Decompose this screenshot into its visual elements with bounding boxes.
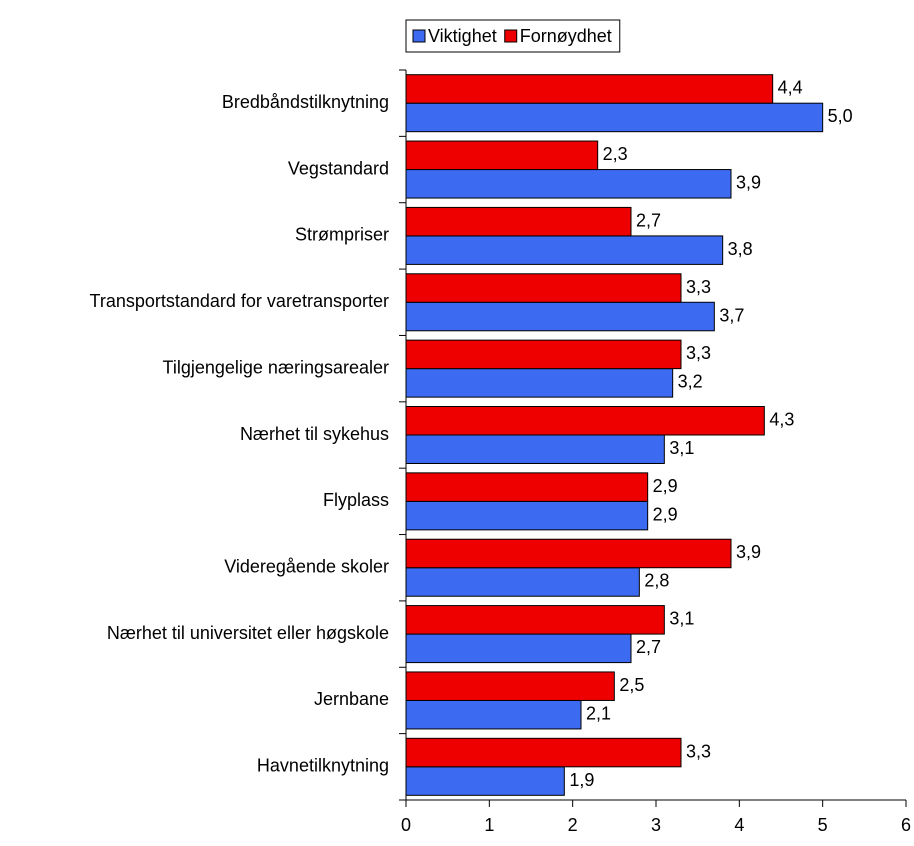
x-tick-label: 0 bbox=[401, 815, 411, 835]
value-label: 2,5 bbox=[619, 675, 644, 695]
category-label: Videregående skoler bbox=[224, 556, 389, 576]
x-tick-label: 3 bbox=[651, 815, 661, 835]
category-label: Strømpriser bbox=[295, 225, 389, 245]
value-label: 4,4 bbox=[778, 78, 803, 98]
value-label: 3,9 bbox=[736, 542, 761, 562]
bar bbox=[405, 434, 665, 464]
x-tick-label: 5 bbox=[818, 815, 828, 835]
bar bbox=[405, 339, 682, 370]
value-label: 1,9 bbox=[569, 770, 594, 790]
bar bbox=[405, 472, 649, 502]
bar bbox=[405, 605, 665, 635]
x-tick-label: 6 bbox=[901, 815, 911, 835]
value-label: 3,8 bbox=[728, 239, 753, 259]
value-label: 4,3 bbox=[769, 410, 794, 430]
category-label: Transportstandard for varetransporter bbox=[90, 291, 389, 311]
value-label: 3,3 bbox=[686, 343, 711, 363]
value-label: 5,0 bbox=[828, 106, 853, 126]
value-label: 2,3 bbox=[603, 144, 628, 164]
value-label: 3,2 bbox=[678, 372, 703, 392]
bar bbox=[405, 633, 632, 664]
category-label: Havnetilknytning bbox=[257, 756, 389, 776]
bar bbox=[405, 273, 682, 303]
bar bbox=[405, 301, 715, 332]
bar bbox=[405, 737, 682, 768]
bar bbox=[405, 699, 582, 730]
bar bbox=[405, 500, 649, 531]
value-label: 2,9 bbox=[653, 476, 678, 496]
bar bbox=[405, 538, 732, 569]
x-tick-label: 1 bbox=[484, 815, 494, 835]
legend-swatch bbox=[504, 29, 518, 43]
value-label: 2,9 bbox=[653, 504, 678, 524]
x-tick-label: 2 bbox=[568, 815, 578, 835]
category-label: Vegstandard bbox=[288, 158, 389, 178]
category-label: Flyplass bbox=[323, 490, 389, 510]
value-label: 2,7 bbox=[636, 637, 661, 657]
value-label: 3,3 bbox=[686, 741, 711, 761]
bar bbox=[405, 406, 765, 436]
category-label: Bredbåndstilknytning bbox=[222, 92, 389, 112]
bar bbox=[405, 766, 565, 796]
value-label: 2,8 bbox=[644, 571, 669, 591]
value-label: 3,7 bbox=[719, 305, 744, 325]
value-label: 2,1 bbox=[586, 703, 611, 723]
bar bbox=[405, 169, 732, 199]
bar bbox=[405, 235, 724, 265]
category-label: Tilgjengelige næringsarealer bbox=[163, 357, 389, 377]
x-tick-label: 4 bbox=[734, 815, 744, 835]
bar bbox=[405, 74, 774, 104]
legend-label: Fornøydhet bbox=[520, 26, 612, 46]
bar bbox=[405, 368, 674, 398]
value-label: 3,9 bbox=[736, 173, 761, 193]
legend-swatch bbox=[412, 29, 426, 43]
category-label: Nærhet til sykehus bbox=[240, 424, 389, 444]
value-label: 3,1 bbox=[669, 438, 694, 458]
bar bbox=[405, 102, 824, 133]
bar bbox=[405, 206, 632, 237]
category-label: Nærhet til universitet eller høgskole bbox=[107, 623, 389, 643]
value-label: 3,1 bbox=[669, 609, 694, 629]
value-label: 3,3 bbox=[686, 277, 711, 297]
value-label: 2,7 bbox=[636, 210, 661, 230]
bar bbox=[405, 671, 615, 701]
legend-label: Viktighet bbox=[428, 26, 497, 46]
bar bbox=[405, 567, 640, 597]
bar bbox=[405, 140, 599, 171]
category-label: Jernbane bbox=[314, 689, 389, 709]
